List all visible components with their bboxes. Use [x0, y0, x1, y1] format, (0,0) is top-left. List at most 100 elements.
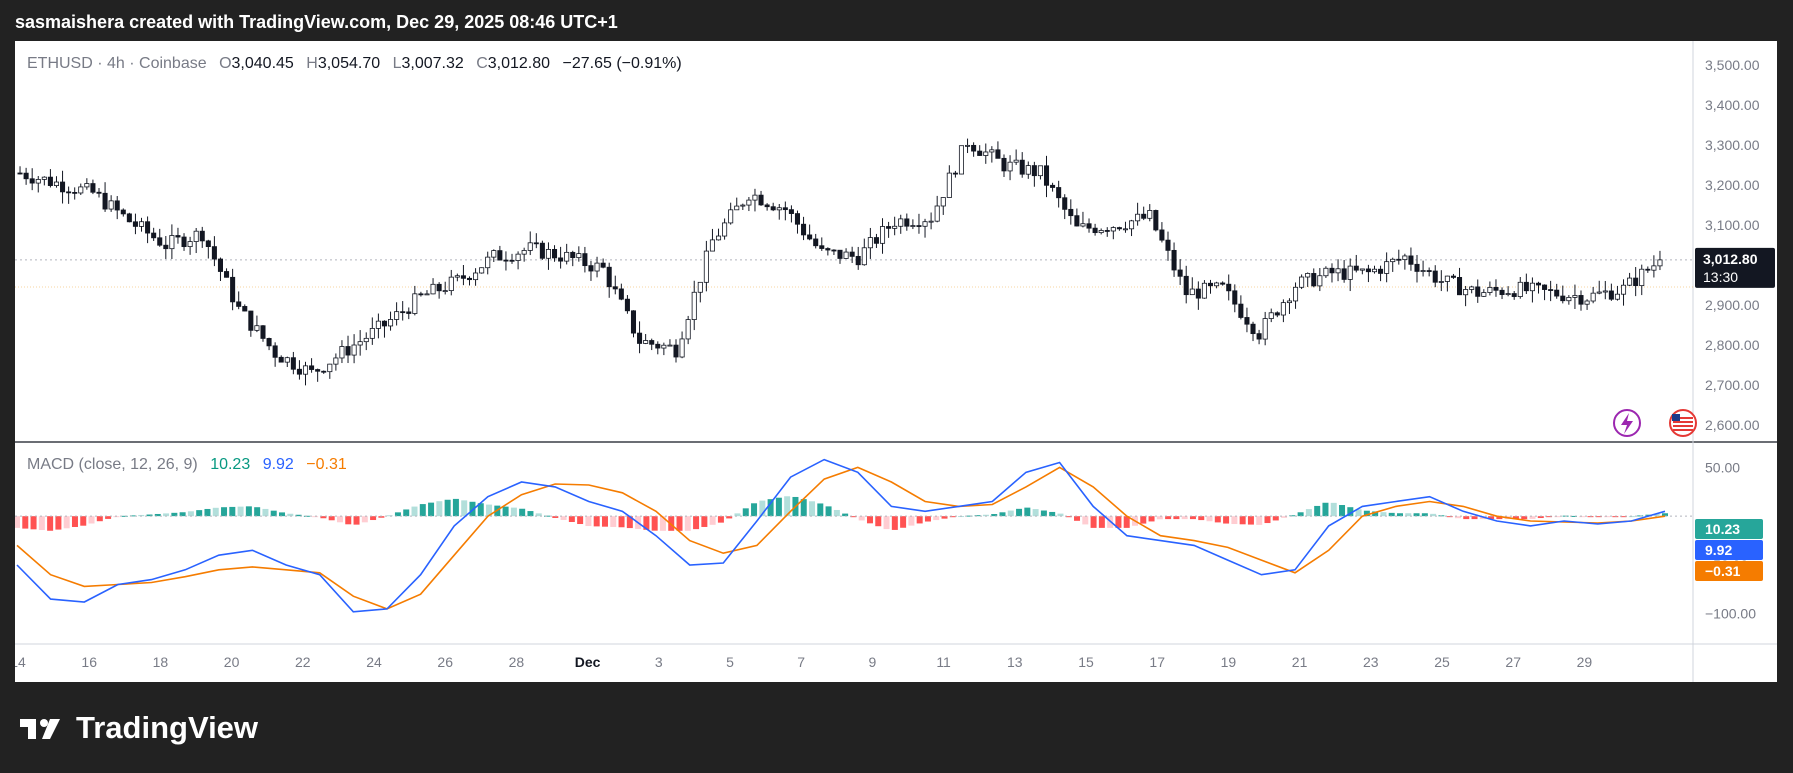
open-value: 3,040.45 — [231, 55, 294, 72]
macd-histogram-bar — [138, 514, 145, 517]
macd-line — [16, 458, 1666, 613]
candle-body — [910, 225, 916, 227]
price-tick-label: 2,900.00 — [1705, 297, 1760, 313]
macd-histogram-bar — [378, 516, 385, 518]
macd-histogram-bar — [759, 500, 766, 517]
candle-body — [1165, 239, 1171, 251]
candle-body — [412, 293, 418, 314]
candle-body — [1657, 259, 1663, 267]
candle-body — [442, 290, 448, 293]
candle-body — [533, 242, 539, 245]
candle-body — [1378, 268, 1384, 274]
candle-body — [606, 266, 612, 288]
price-tick-label: 3,400.00 — [1705, 97, 1760, 113]
close-label: C — [476, 55, 488, 72]
macd-histogram-bar — [726, 516, 733, 519]
candle-body — [1499, 289, 1505, 295]
candle-body — [539, 242, 545, 259]
candle-body — [1293, 286, 1299, 302]
candle-body — [952, 172, 958, 175]
macd-histogram-bar — [502, 506, 509, 517]
candle-body — [400, 311, 406, 314]
macd-tick-label: 50.00 — [1705, 459, 1740, 475]
macd-histogram-bar — [1413, 513, 1420, 517]
candle-body — [576, 253, 582, 259]
time-tick-label: 22 — [295, 654, 311, 670]
chart-area[interactable]: 3,500.00 3,400.00 3,300.00 3,200.00 3,100.00… — [15, 41, 1777, 682]
macd-histogram-bar — [295, 514, 302, 517]
candle-body — [1104, 230, 1110, 232]
candle-body — [673, 344, 679, 358]
candle-body — [879, 226, 886, 244]
candle-body — [436, 283, 442, 292]
macd-histogram-bar — [1189, 516, 1196, 520]
macd-histogram-bar — [1140, 516, 1147, 524]
candle-body — [928, 220, 934, 223]
candle-body — [1402, 255, 1408, 260]
candle-body — [1450, 275, 1456, 278]
candle-body — [715, 235, 722, 241]
candle-body — [1244, 317, 1250, 325]
macd-histogram-bar — [1305, 509, 1312, 517]
candle-body — [1438, 281, 1444, 283]
candle-body — [84, 183, 90, 188]
macd-histogram-bar — [1330, 502, 1337, 517]
candle-body — [1505, 293, 1511, 295]
candle-body — [1147, 210, 1153, 219]
macd-histogram-bar — [775, 497, 782, 517]
macd-histogram-bar — [891, 516, 898, 530]
macd-histogram-bar — [1272, 516, 1279, 521]
macd-histogram-bar — [1057, 513, 1064, 517]
macd-histogram-bar — [38, 516, 45, 531]
candle-body — [940, 197, 946, 207]
candle-body — [989, 149, 995, 153]
macd-histogram-bar — [461, 500, 468, 517]
macd-histogram-bar — [1512, 516, 1519, 520]
candle-body — [1031, 165, 1037, 177]
chart-svg[interactable]: 3,500.00 3,400.00 3,300.00 3,200.00 3,100.00… — [15, 41, 1777, 682]
macd-histogram-bar — [30, 516, 37, 530]
tradingview-logo-icon — [20, 719, 60, 739]
macd-histogram-bar — [1206, 516, 1213, 522]
candle-body — [849, 251, 855, 257]
candle-body — [236, 301, 242, 307]
candle-body — [23, 172, 29, 180]
candle-body — [1323, 267, 1329, 277]
macd-histogram-bar — [1098, 516, 1105, 528]
candle-body — [1019, 159, 1025, 175]
candle-body — [801, 223, 807, 236]
time-tick-label: 26 — [437, 654, 453, 670]
candle-body — [302, 365, 309, 375]
macd-histogram-bar — [1446, 516, 1453, 518]
candle-body — [1493, 286, 1499, 291]
macd-histogram-bar — [1612, 516, 1619, 518]
candle-body — [120, 209, 126, 215]
candle-body — [41, 176, 47, 180]
candle-body — [958, 145, 965, 175]
candle-body — [72, 192, 78, 194]
candle-body — [1177, 269, 1183, 277]
macd-histogram-bar — [866, 516, 873, 524]
candle-body — [843, 251, 849, 259]
candle-body — [1627, 277, 1633, 286]
candle-body — [90, 183, 96, 193]
macd-histogram-bar — [601, 516, 608, 527]
time-tick-label: 5 — [726, 654, 734, 670]
candle-body — [728, 209, 734, 224]
candle-body — [66, 191, 72, 194]
time-tick-label: 25 — [1434, 654, 1450, 670]
candle-body — [1590, 292, 1596, 302]
candle-body — [394, 311, 400, 320]
candle-body — [1195, 288, 1201, 299]
candle-body — [503, 259, 509, 262]
candle-body — [60, 181, 66, 193]
time-tick-label: 24 — [366, 654, 382, 670]
candle-body — [618, 288, 624, 300]
price-tick-label: 3,100.00 — [1705, 217, 1760, 233]
candle-body — [1299, 276, 1305, 288]
time-tick-label: 21 — [1292, 654, 1308, 670]
time-tick-label: 23 — [1363, 654, 1379, 670]
macd-histogram-bar — [676, 516, 683, 531]
macd-histogram-bar — [328, 516, 335, 521]
macd-histogram-bar — [1579, 516, 1586, 518]
